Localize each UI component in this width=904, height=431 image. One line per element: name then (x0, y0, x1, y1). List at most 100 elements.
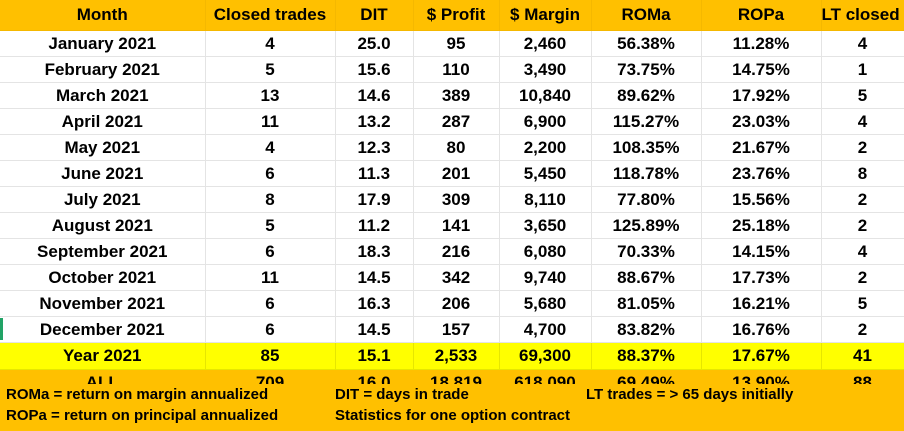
cell-month[interactable]: September 2021 (0, 238, 206, 265)
cell-roma[interactable]: 108.35% (591, 134, 702, 161)
note-dit-definition[interactable]: DIT = days in trade (335, 386, 469, 403)
cell-dit[interactable]: 14.5 (335, 264, 414, 291)
cell-dit[interactable]: 14.5 (335, 316, 414, 343)
cell-dit[interactable]: 25.0 (335, 30, 414, 57)
header-cell-margin[interactable]: $ Margin (499, 0, 592, 31)
header-cell-roma[interactable]: ROMa (591, 0, 702, 31)
cell-dit[interactable]: 11.2 (335, 212, 414, 239)
header-cell-closed-trades[interactable]: Closed trades (205, 0, 336, 31)
cell-dit[interactable]: 15.1 (335, 342, 414, 370)
cell-lt-closed-trades[interactable]: 2 (821, 264, 904, 291)
cell-month[interactable]: March 2021 (0, 82, 206, 109)
cell-margin[interactable]: 2,200 (499, 134, 592, 161)
cell-profit[interactable]: 201 (413, 160, 500, 187)
cell-roma[interactable]: 56.38% (591, 30, 702, 57)
cell-roma[interactable]: 73.75% (591, 56, 702, 83)
cell-closed-trades[interactable]: 6 (205, 238, 336, 265)
cell-month[interactable]: November 2021 (0, 290, 206, 317)
cell-closed-trades[interactable]: 6 (205, 290, 336, 317)
cell-margin[interactable]: 8,110 (499, 186, 592, 213)
cell-month[interactable]: February 2021 (0, 56, 206, 83)
cell-ropa[interactable]: 21.67% (701, 134, 822, 161)
cell-ropa[interactable]: 14.15% (701, 238, 822, 265)
cell-month[interactable]: July 2021 (0, 186, 206, 213)
cell-closed-trades[interactable]: 13 (205, 82, 336, 109)
cell-lt-closed-trades[interactable]: 2 (821, 212, 904, 239)
cell-month[interactable]: August 2021 (0, 212, 206, 239)
cell-dit[interactable]: 13.2 (335, 108, 414, 135)
header-cell-ropa[interactable]: ROPa (701, 0, 822, 31)
cell-profit[interactable]: 216 (413, 238, 500, 265)
cell-closed-trades[interactable]: 6 (205, 160, 336, 187)
cell-closed-trades[interactable]: 85 (205, 342, 336, 370)
cell-month[interactable]: Year 2021 (0, 342, 206, 370)
cell-lt-closed-trades[interactable]: 2 (821, 186, 904, 213)
cell-closed-trades[interactable]: 5 (205, 56, 336, 83)
cell-roma[interactable]: 70.33% (591, 238, 702, 265)
cell-profit[interactable]: 389 (413, 82, 500, 109)
cell-roma[interactable]: 83.82% (591, 316, 702, 343)
cell-margin[interactable]: 6,900 (499, 108, 592, 135)
cell-ropa[interactable]: 25.18% (701, 212, 822, 239)
cell-closed-trades[interactable]: 4 (205, 30, 336, 57)
cell-lt-closed-trades[interactable]: 2 (821, 316, 904, 343)
cell-dit[interactable]: 16.3 (335, 290, 414, 317)
cell-margin[interactable]: 6,080 (499, 238, 592, 265)
cell-dit[interactable]: 11.3 (335, 160, 414, 187)
cell-closed-trades[interactable]: 5 (205, 212, 336, 239)
cell-profit[interactable]: 287 (413, 108, 500, 135)
cell-roma[interactable]: 89.62% (591, 82, 702, 109)
cell-lt-closed-trades[interactable]: 4 (821, 108, 904, 135)
cell-profit[interactable]: 95 (413, 30, 500, 57)
cell-margin[interactable]: 69,300 (499, 342, 592, 370)
cell-lt-closed-trades[interactable]: 1 (821, 56, 904, 83)
cell-month[interactable]: June 2021 (0, 160, 206, 187)
cell-roma[interactable]: 77.80% (591, 186, 702, 213)
cell-ropa[interactable]: 11.28% (701, 30, 822, 57)
cell-profit[interactable]: 2,533 (413, 342, 500, 370)
cell-margin[interactable]: 2,460 (499, 30, 592, 57)
cell-month[interactable]: December 2021 (0, 316, 206, 343)
cell-roma[interactable]: 125.89% (591, 212, 702, 239)
cell-month[interactable]: October 2021 (0, 264, 206, 291)
cell-ropa[interactable]: 23.03% (701, 108, 822, 135)
cell-margin[interactable]: 9,740 (499, 264, 592, 291)
cell-profit[interactable]: 342 (413, 264, 500, 291)
cell-roma[interactable]: 118.78% (591, 160, 702, 187)
cell-dit[interactable]: 15.6 (335, 56, 414, 83)
cell-profit[interactable]: 141 (413, 212, 500, 239)
cell-month[interactable]: January 2021 (0, 30, 206, 57)
cell-dit[interactable]: 17.9 (335, 186, 414, 213)
note-lt-definition[interactable]: LT trades = > 65 days initially (586, 386, 794, 403)
cell-closed-trades[interactable]: 8 (205, 186, 336, 213)
cell-roma[interactable]: 88.67% (591, 264, 702, 291)
note-roma-definition[interactable]: ROMa = return on margin annualized (6, 386, 269, 403)
header-cell-dit[interactable]: DIT (335, 0, 414, 31)
header-cell-profit[interactable]: $ Profit (413, 0, 500, 31)
cell-month[interactable]: May 2021 (0, 134, 206, 161)
cell-lt-closed-trades[interactable]: 5 (821, 82, 904, 109)
cell-margin[interactable]: 3,650 (499, 212, 592, 239)
cell-ropa[interactable]: 17.92% (701, 82, 822, 109)
cell-ropa[interactable]: 14.75% (701, 56, 822, 83)
cell-roma[interactable]: 115.27% (591, 108, 702, 135)
header-cell-month[interactable]: Month (0, 0, 206, 31)
cell-lt-closed-trades[interactable]: 41 (821, 342, 904, 370)
cell-ropa[interactable]: 17.73% (701, 264, 822, 291)
cell-margin[interactable]: 3,490 (499, 56, 592, 83)
note-statistics-scope[interactable]: Statistics for one option contract (335, 407, 571, 424)
cell-closed-trades[interactable]: 6 (205, 316, 336, 343)
cell-lt-closed-trades[interactable]: 4 (821, 238, 904, 265)
note-ropa-definition[interactable]: ROPa = return on principal annualized (6, 407, 279, 424)
cell-margin[interactable]: 5,450 (499, 160, 592, 187)
cell-ropa[interactable]: 15.56% (701, 186, 822, 213)
cell-closed-trades[interactable]: 11 (205, 264, 336, 291)
cell-closed-trades[interactable]: 11 (205, 108, 336, 135)
cell-ropa[interactable]: 16.76% (701, 316, 822, 343)
cell-roma[interactable]: 81.05% (591, 290, 702, 317)
cell-dit[interactable]: 14.6 (335, 82, 414, 109)
header-cell-lt-closed-trades[interactable]: LT closed trades (821, 0, 904, 31)
cell-dit[interactable]: 18.3 (335, 238, 414, 265)
cell-lt-closed-trades[interactable]: 5 (821, 290, 904, 317)
cell-margin[interactable]: 5,680 (499, 290, 592, 317)
